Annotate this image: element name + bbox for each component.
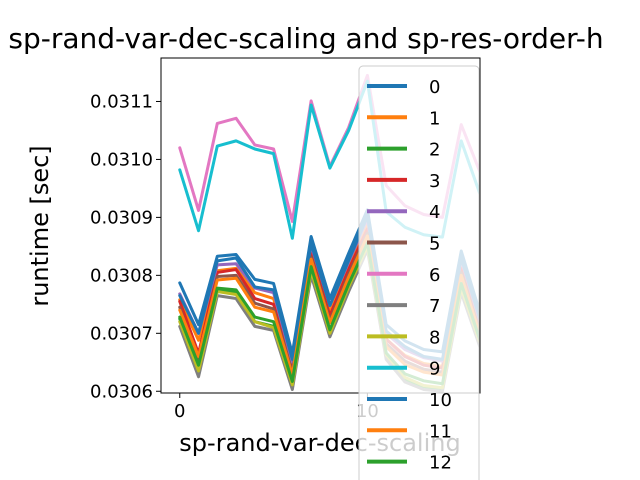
legend-label-10: 10 xyxy=(429,390,452,411)
y-tick-label: 0.0306 xyxy=(90,381,153,402)
y-axis-label: runtime [sec] xyxy=(26,145,54,306)
y-tick-label: 0.0308 xyxy=(90,265,153,286)
legend-label-4: 4 xyxy=(429,202,440,223)
y-tick-label: 0.0311 xyxy=(90,91,153,112)
legend-label-2: 2 xyxy=(429,140,440,161)
y-axis-ticks: 0.0306 0.0307 0.0308 0.0309 0.0310 0.0311 xyxy=(90,91,161,402)
legend-label-3: 3 xyxy=(429,171,440,192)
legend-label-5: 5 xyxy=(429,234,440,255)
legend-label-0: 0 xyxy=(429,77,440,98)
legend-label-8: 8 xyxy=(429,327,440,348)
x-tick-label: 0 xyxy=(174,401,185,422)
y-tick-label: 0.0310 xyxy=(90,149,153,170)
x-axis-ticks: 010 xyxy=(174,393,379,422)
legend-label-6: 6 xyxy=(429,265,440,286)
legend-box xyxy=(358,65,480,480)
y-tick-label: 0.0307 xyxy=(90,323,153,344)
plot-frame xyxy=(160,57,481,394)
legend-label-11: 11 xyxy=(429,421,452,442)
legend-label-9: 9 xyxy=(429,359,440,380)
y-tick-label: 0.0309 xyxy=(90,207,153,228)
legend-label-7: 7 xyxy=(429,296,440,317)
legend-label-1: 1 xyxy=(429,108,440,129)
chart-title: sp-rand-var-dec-scaling and sp-res-order… xyxy=(8,22,603,55)
legend-label-12: 12 xyxy=(429,453,452,474)
